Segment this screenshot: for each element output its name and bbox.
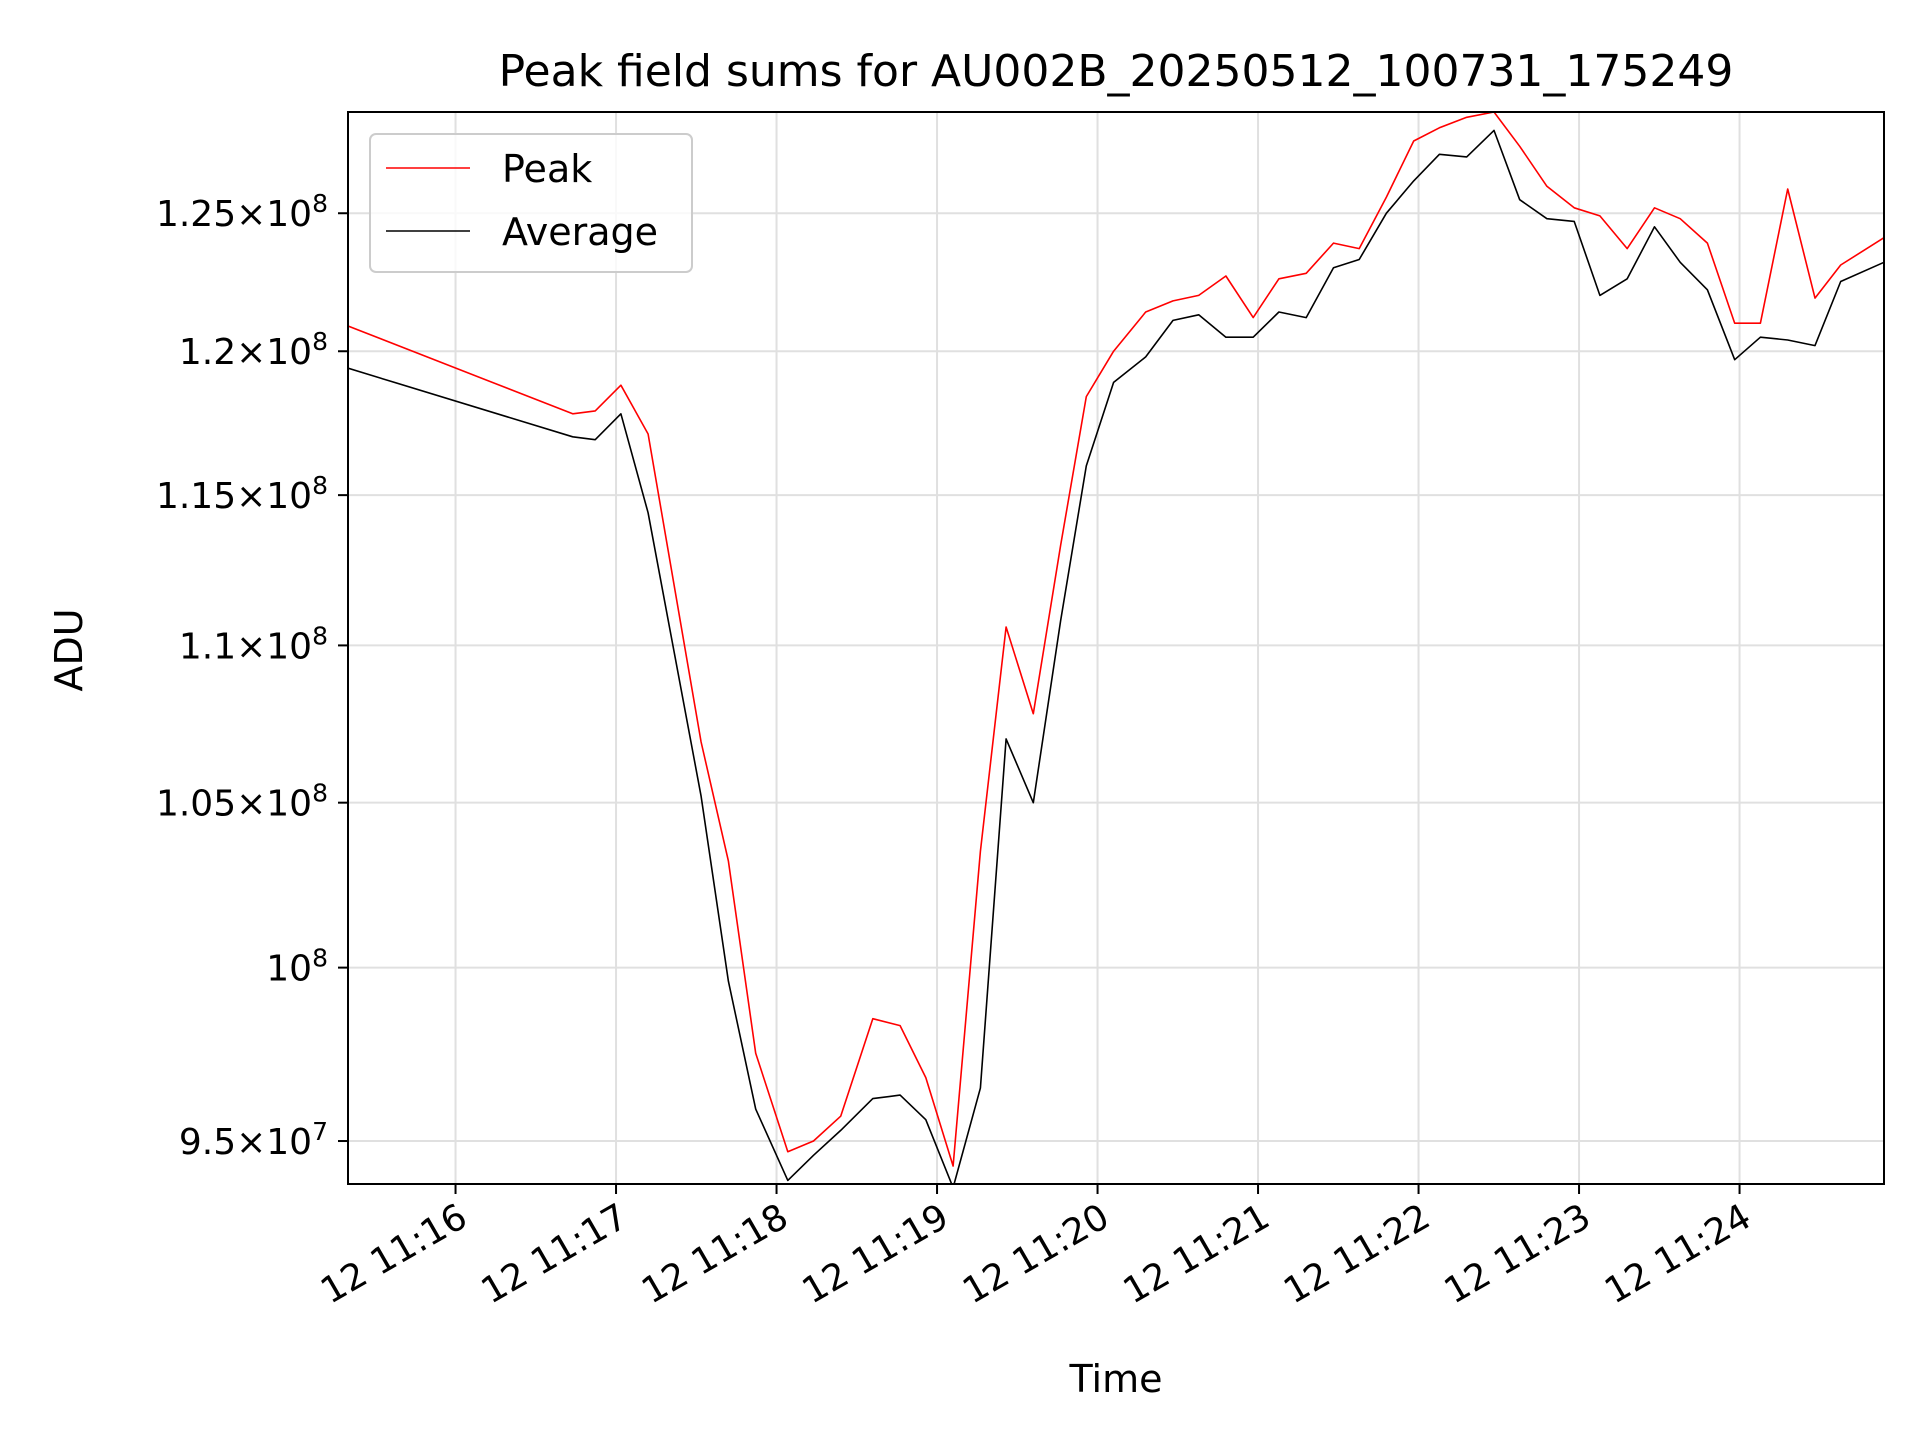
x-tick-label: 12 11:17 — [475, 1196, 635, 1312]
series-line-average — [348, 129, 1884, 1184]
x-tick-label: 12 11:19 — [796, 1196, 956, 1312]
x-tick-label: 12 11:18 — [635, 1196, 795, 1312]
legend-label-peak: Peak — [502, 147, 592, 191]
series-line-peak — [348, 112, 1884, 1167]
x-tick-label: 12 11:21 — [1117, 1196, 1277, 1312]
x-tick-label: 12 11:22 — [1277, 1196, 1437, 1312]
y-axis-label: ADU — [47, 608, 91, 691]
x-tick-label: 12 11:20 — [956, 1196, 1116, 1312]
x-tick-label: 12 11:24 — [1598, 1196, 1758, 1312]
series-layer — [348, 112, 1884, 1184]
y-tick-label: 1.25×108 — [156, 189, 328, 235]
legend-label-average: Average — [502, 210, 658, 254]
y-tick-label: 108 — [266, 944, 328, 990]
x-axis-label: Time — [1069, 1357, 1163, 1401]
chart-title: Peak field sums for AU002B_20250512_1007… — [499, 46, 1734, 97]
plot-frame — [347, 111, 1885, 1185]
grid-layer — [348, 112, 1884, 1184]
y-tick-label: 1.15×108 — [156, 471, 328, 517]
y-tick-label: 9.5×107 — [179, 1117, 328, 1163]
tick-layer: 12 11:16 12 11:17 12 11:18 12 11:19 12 11:20… — [156, 189, 1758, 1312]
legend: Peak Average — [369, 133, 693, 273]
x-tick-label: 12 11:16 — [314, 1196, 474, 1312]
y-tick-label: 1.2×108 — [179, 327, 328, 373]
x-tick-label: 12 11:23 — [1438, 1196, 1598, 1312]
y-tick-label: 1.1×108 — [179, 621, 328, 667]
y-tick-label: 1.05×108 — [156, 779, 328, 825]
